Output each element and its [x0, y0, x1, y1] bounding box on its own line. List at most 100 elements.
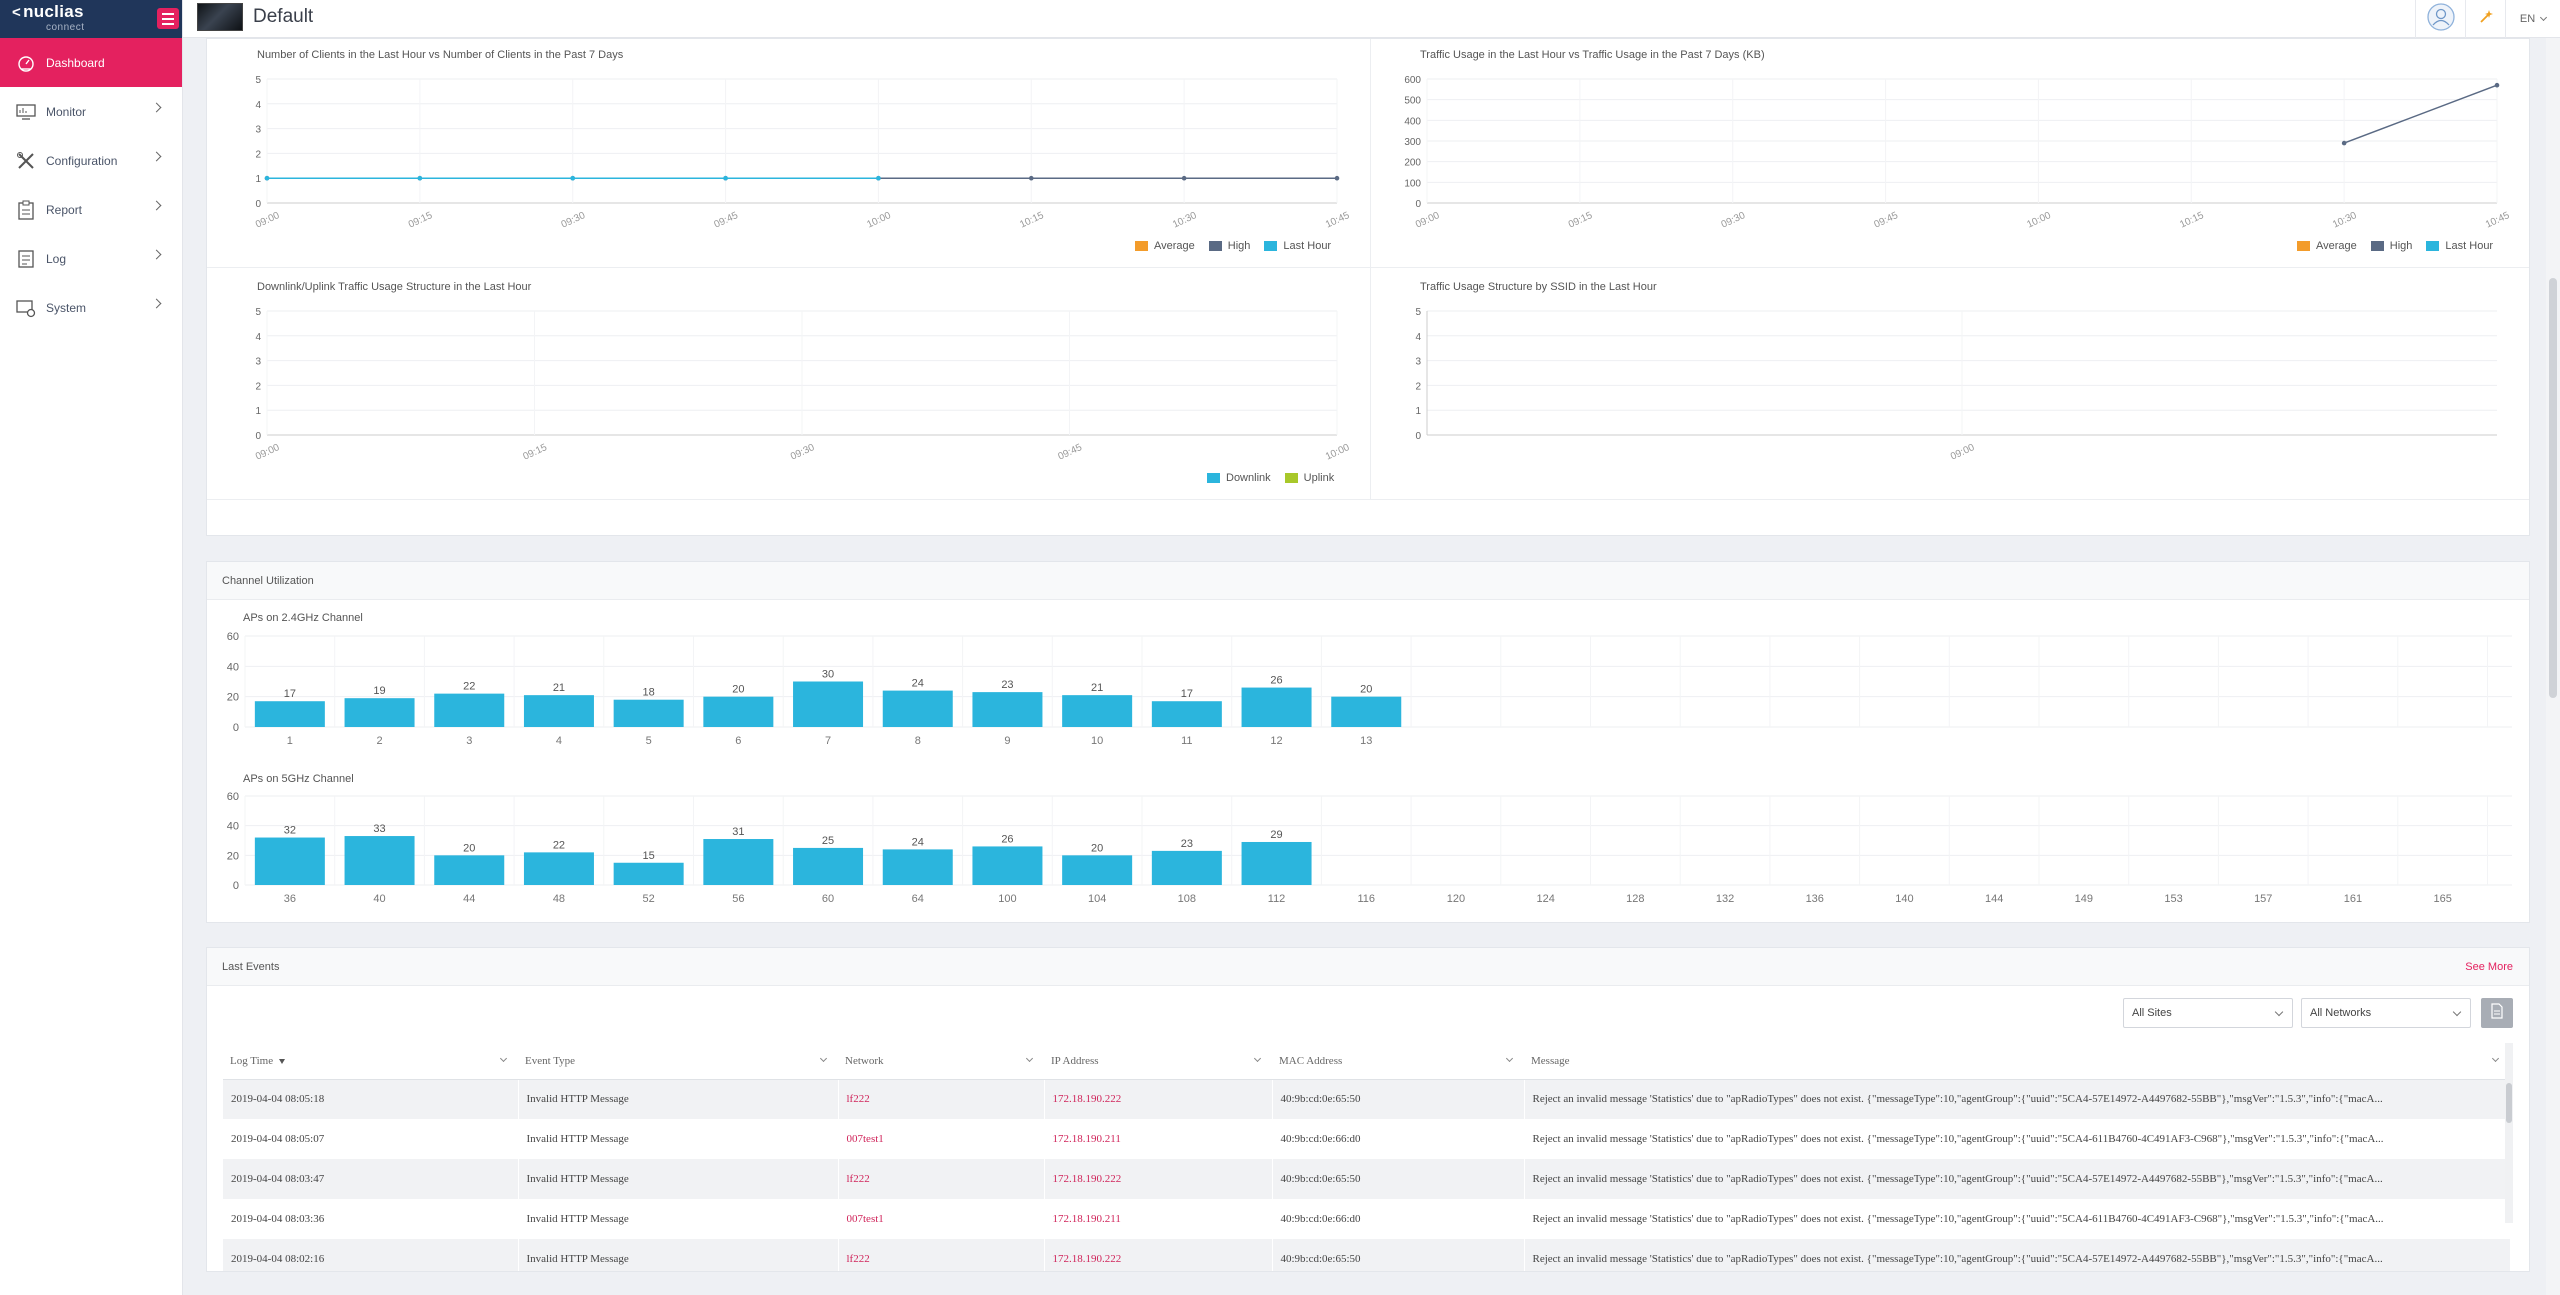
sidebar-item-label: Log: [46, 251, 67, 266]
bar-value-label: 26: [1270, 675, 1282, 687]
y-tick-label: 60: [227, 791, 239, 803]
bar-value-label: 22: [463, 681, 475, 693]
bar-value-label: 24: [912, 678, 924, 690]
x-tick-label: 09:15: [521, 442, 549, 463]
chevron-down-icon: [2274, 1007, 2284, 1017]
language-selector[interactable]: EN: [2505, 0, 2560, 38]
chevron-down-icon: [2540, 13, 2548, 22]
x-tick-label: 116: [1357, 893, 1375, 905]
sidebar-item-label: System: [46, 300, 87, 315]
table-row[interactable]: 2019-04-04 08:02:16 Invalid HTTP Message…: [223, 1239, 2511, 1271]
cell-ip-address[interactable]: 172.18.190.222: [1044, 1159, 1273, 1199]
x-tick-label: 56: [732, 893, 744, 905]
cell-message: Reject an invalid message 'Statistics' d…: [1524, 1159, 2511, 1199]
export-button[interactable]: [2481, 998, 2513, 1028]
table-row[interactable]: 2019-04-04 08:05:18 Invalid HTTP Message…: [223, 1079, 2511, 1119]
x-tick-label: 09:00: [1949, 442, 1977, 463]
language-label: EN: [2519, 13, 2536, 25]
x-tick-label: 52: [643, 893, 655, 905]
bar-value-label: 32: [284, 825, 296, 837]
legend-uplink[interactable]: Uplink: [1284, 472, 1334, 484]
y-tick-label: 500: [1404, 96, 1421, 107]
y-tick-label: 0: [1415, 431, 1421, 442]
menu-toggle-button[interactable]: [157, 8, 179, 29]
x-tick-label: 11: [1181, 735, 1192, 747]
x-tick-label: 09:15: [1567, 210, 1595, 231]
chart-title-downlink-uplink: Downlink/Uplink Traffic Usage Structure …: [257, 281, 532, 293]
cell-network[interactable]: 007test1: [838, 1199, 1045, 1239]
scrollbar-thumb[interactable]: [2549, 278, 2557, 698]
sidebar-item-label: Report: [46, 202, 83, 217]
page-scrollbar[interactable]: [2546, 38, 2560, 1295]
cell-message: Reject an invalid message 'Statistics' d…: [1524, 1239, 2511, 1271]
cell-ip-address[interactable]: 172.18.190.211: [1044, 1199, 1273, 1239]
site-filter-select[interactable]: All Sites: [2123, 998, 2293, 1028]
cell-network[interactable]: lf222: [838, 1079, 1045, 1119]
brand-name: < nuclias: [12, 2, 84, 21]
sidebar-item-system[interactable]: System: [0, 283, 182, 332]
bar: [703, 839, 774, 885]
bar: [793, 681, 864, 727]
x-tick-label: 09:30: [560, 210, 588, 231]
monitor-icon: [16, 102, 36, 122]
bar: [523, 695, 594, 727]
sidebar-item-configuration[interactable]: Configuration: [0, 136, 182, 185]
cell-network[interactable]: lf222: [838, 1159, 1045, 1199]
cell-network[interactable]: lf222: [838, 1239, 1045, 1271]
network-filter-select[interactable]: All Networks: [2301, 998, 2471, 1028]
column-header-event-type[interactable]: Event Type: [518, 1043, 838, 1080]
bar: [882, 690, 953, 727]
legend-last-hour[interactable]: Last Hour: [2426, 240, 2493, 252]
logo[interactable]: < nuclias connect: [0, 0, 182, 38]
site-thumbnail[interactable]: [197, 3, 243, 31]
column-header-mac-address[interactable]: MAC Address: [1272, 1043, 1524, 1080]
column-header-network[interactable]: Network: [838, 1043, 1044, 1080]
column-header-ip-address[interactable]: IP Address: [1044, 1043, 1272, 1080]
ap-5ghz-bar-chart: 0 20 40 60 36 32 40 33 44 20 48 22 52 15 56 31 60 25 64 24 1…: [227, 791, 2512, 905]
legend-high[interactable]: High: [2370, 240, 2412, 252]
y-tick-label: 100: [1404, 178, 1421, 189]
cell-ip-address[interactable]: 172.18.190.222: [1044, 1079, 1273, 1119]
cell-ip-address[interactable]: 172.18.190.222: [1044, 1239, 1273, 1271]
y-tick-label: 3: [1415, 357, 1421, 368]
sidebar-item-label: Dashboard: [46, 55, 105, 70]
table-scrollbar[interactable]: [2505, 1043, 2513, 1223]
x-tick-label: 161: [2344, 893, 2362, 905]
sidebar-item-log[interactable]: Log: [0, 234, 182, 283]
sidebar-item-label: Monitor: [46, 104, 87, 119]
legend-average[interactable]: Average: [2297, 240, 2357, 252]
column-header-log-time[interactable]: Log Time: [223, 1043, 518, 1080]
cell-network[interactable]: 007test1: [838, 1119, 1045, 1159]
chevron-down-icon: [1025, 1054, 1034, 1063]
chevron-right-icon: [151, 298, 162, 309]
sidebar-item-dashboard[interactable]: Dashboard: [0, 38, 182, 87]
table-row[interactable]: 2019-04-04 08:03:36 Invalid HTTP Message…: [223, 1199, 2511, 1239]
channel-utilization-header: Channel Utilization: [207, 562, 2529, 600]
x-tick-label: 09:15: [407, 210, 435, 231]
legend-average[interactable]: Average: [1135, 240, 1195, 252]
legend-last-hour[interactable]: Last Hour: [1264, 240, 1331, 252]
column-header-message[interactable]: Message: [1524, 1043, 2510, 1080]
y-tick-label: 5: [1415, 307, 1421, 318]
cell-log-time: 2019-04-04 08:05:18: [223, 1079, 519, 1119]
see-more-link[interactable]: See More: [2465, 961, 2513, 973]
legend-high[interactable]: High: [1208, 240, 1250, 252]
tools-button[interactable]: [2465, 0, 2505, 38]
table-row[interactable]: 2019-04-04 08:03:47 Invalid HTTP Message…: [223, 1159, 2511, 1199]
events-table-header: Log Time Event Type Network IP Address M…: [223, 1043, 2510, 1080]
bar: [613, 699, 684, 727]
cell-event-type: Invalid HTTP Message: [518, 1159, 839, 1199]
sort-desc-icon: [279, 1058, 286, 1064]
sidebar-item-monitor[interactable]: Monitor: [0, 87, 182, 136]
table-row[interactable]: 2019-04-04 08:05:07 Invalid HTTP Message…: [223, 1119, 2511, 1159]
ssid-usage-chart: 0 1 2 3 4 5 09:00: [1415, 307, 2497, 463]
sidebar-item-label: Configuration: [46, 153, 118, 168]
user-profile-button[interactable]: [2415, 0, 2465, 38]
cell-mac-address: 40:9b:cd:0e:66:d0: [1272, 1199, 1525, 1239]
sidebar-item-report[interactable]: Report: [0, 185, 182, 234]
legend-downlink[interactable]: Downlink: [1207, 472, 1271, 484]
y-tick-label: 2: [255, 149, 261, 160]
chart-title-5ghz: APs on 5GHz Channel: [243, 773, 354, 785]
chart-title-ssid-usage: Traffic Usage Structure by SSID in the L…: [1420, 281, 1657, 293]
cell-ip-address[interactable]: 172.18.190.211: [1044, 1119, 1273, 1159]
